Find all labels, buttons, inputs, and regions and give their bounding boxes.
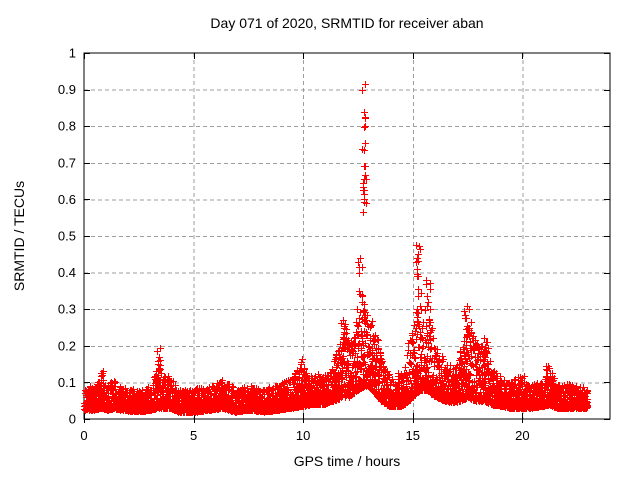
x-axis-label: GPS time / hours — [293, 453, 401, 469]
scatter-points — [81, 81, 591, 416]
y-tick-label: 0.3 — [58, 302, 76, 317]
y-tick-label: 0.4 — [58, 265, 76, 280]
x-tick-label: 0 — [80, 428, 87, 443]
y-tick-label: 0.9 — [58, 82, 76, 97]
chart-title: Day 071 of 2020, SRMTID for receiver aba… — [210, 15, 484, 31]
x-tick-label: 20 — [515, 428, 529, 443]
x-tick-label: 10 — [296, 428, 310, 443]
plot-border-and-ticks — [83, 52, 611, 423]
y-tick-label: 0 — [69, 412, 76, 427]
y-tick-label: 0.5 — [58, 229, 76, 244]
y-tick-label: 0.6 — [58, 192, 76, 207]
y-tick-label: 0.1 — [58, 375, 76, 390]
y-tick-label: 1 — [69, 46, 76, 61]
y-tick-label: 0.2 — [58, 338, 76, 353]
y-tick-label: 0.7 — [58, 155, 76, 170]
x-tick-label: 5 — [190, 428, 197, 443]
y-tick-label: 0.8 — [58, 119, 76, 134]
x-tick-label: 15 — [406, 428, 420, 443]
tick-labels: 00.10.20.30.40.50.60.70.80.910 5 10 15 20 — [58, 46, 530, 444]
